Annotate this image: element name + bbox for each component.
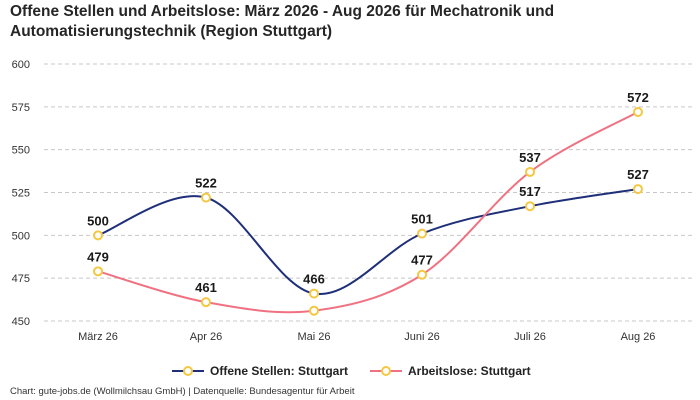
data-point[interactable]: [525, 166, 535, 177]
legend-item-1[interactable]: Arbeitslose: Stuttgart: [370, 364, 531, 378]
data-point[interactable]: [93, 266, 103, 277]
y-axis: 450 475 500 525 550 575 600: [12, 59, 30, 328]
y-tick-label: 525: [12, 188, 30, 200]
chart-footer: Chart: gute-jobs.de (Wollmilchsau GmbH) …: [10, 386, 355, 397]
y-tick-label: 450: [12, 316, 30, 328]
x-tick-label: Aug 26: [621, 331, 656, 343]
data-point[interactable]: [633, 184, 643, 195]
data-labels: 500 522 466 501 517 527 479 461 477 537 572: [87, 90, 649, 295]
x-axis: März 26 Apr 26 Mai 26 Juni 26 Juli 26 Aug 26: [78, 331, 655, 343]
data-point[interactable]: [417, 269, 427, 280]
data-label: 572: [627, 90, 649, 105]
data-point[interactable]: [633, 106, 643, 117]
legend-label: Offene Stellen: Stuttgart: [210, 364, 348, 378]
x-tick-label: Mai 26: [297, 331, 330, 343]
series-lines: [97, 111, 639, 314]
data-point[interactable]: [417, 228, 427, 239]
legend-marker: [183, 366, 193, 376]
data-label: 522: [195, 176, 217, 191]
legend[interactable]: Offene Stellen: Stuttgart Arbeitslose: St…: [172, 364, 531, 378]
data-label: 501: [411, 212, 433, 227]
y-tick-label: 550: [12, 145, 30, 157]
data-label: 466: [303, 272, 325, 287]
x-tick-label: Juni 26: [404, 331, 439, 343]
data-label: 500: [87, 213, 109, 228]
series-markers: [93, 106, 643, 316]
series-line-1: [97, 111, 639, 314]
data-label: 461: [195, 280, 217, 295]
data-point[interactable]: [309, 288, 319, 299]
legend-item-0[interactable]: Offene Stellen: Stuttgart: [172, 364, 348, 378]
data-label: 517: [519, 184, 541, 199]
data-label: 477: [411, 253, 433, 268]
y-tick-label: 600: [12, 59, 30, 71]
y-tick-label: 475: [12, 273, 30, 285]
y-tick-label: 575: [12, 102, 30, 114]
data-label: 479: [87, 249, 109, 264]
series-line-0: [97, 188, 639, 295]
y-tick-label: 500: [12, 230, 30, 242]
data-label: 527: [627, 167, 649, 182]
data-label: 537: [519, 150, 541, 165]
data-point[interactable]: [93, 230, 103, 241]
x-tick-label: Apr 26: [190, 331, 222, 343]
data-point[interactable]: [309, 305, 319, 316]
x-tick-label: März 26: [78, 331, 118, 343]
grid: [44, 63, 692, 322]
data-point[interactable]: [201, 297, 211, 308]
x-tick-label: Juli 26: [514, 331, 546, 343]
data-point[interactable]: [525, 201, 535, 212]
chart-title: Offene Stellen und Arbeitslose: März 202…: [10, 3, 555, 40]
legend-marker: [381, 366, 391, 376]
legend-label: Arbeitslose: Stuttgart: [408, 364, 531, 378]
data-point[interactable]: [201, 192, 211, 203]
